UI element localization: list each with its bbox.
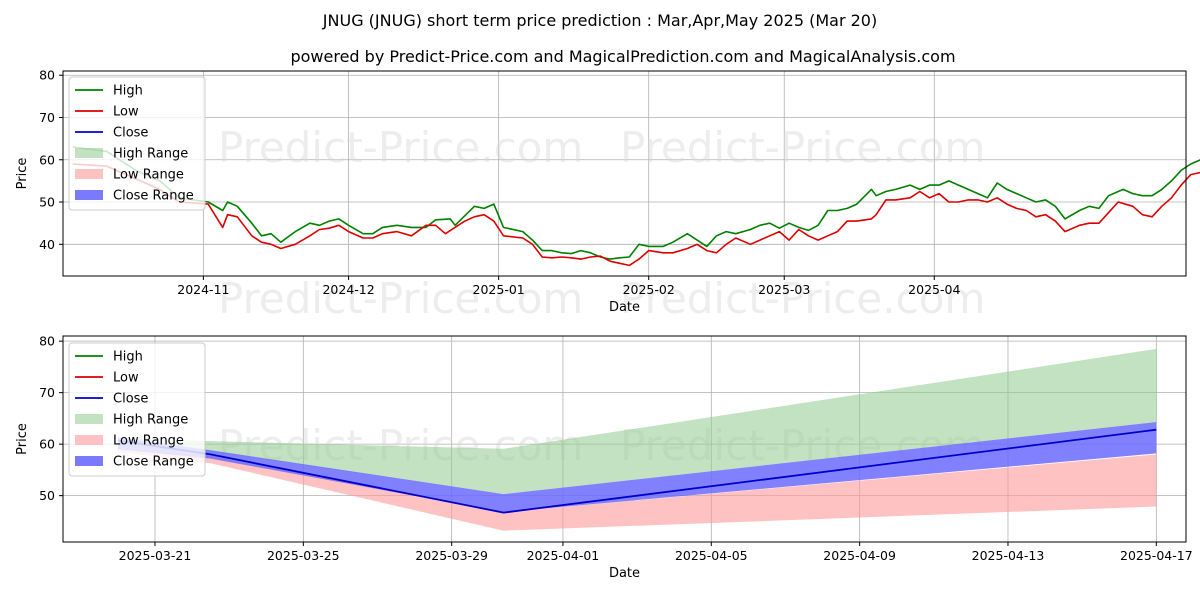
legend-item-close-range-label: Close Range xyxy=(113,189,194,204)
legend-item-low-label: Low xyxy=(113,105,139,120)
y-tick-label: 50 xyxy=(39,488,55,503)
prediction-panel: Predict-Price.comPredict-Price.com2025-0… xyxy=(15,334,1193,581)
x-tick-label: 2025-01 xyxy=(473,282,525,297)
x-tick-label: 2025-03-29 xyxy=(415,548,488,563)
legend-item-high-range-label: High Range xyxy=(113,413,188,428)
x-tick-label: 2025-03 xyxy=(758,282,810,297)
legend-item-low-range-label: Low Range xyxy=(113,168,184,183)
x-tick-label: 2025-04 xyxy=(908,282,960,297)
legend-item-close-label: Close xyxy=(113,126,148,141)
legend-item-close-range-swatch xyxy=(75,456,103,466)
y-axis-label: Price xyxy=(15,423,30,455)
legend-item-low-range-label: Low Range xyxy=(113,434,184,449)
watermark-text: Predict-Price.com xyxy=(620,274,985,323)
close-range-band xyxy=(117,422,1157,513)
plot-frame xyxy=(62,335,1187,543)
low-range-band xyxy=(117,446,1157,531)
y-tick-label: 60 xyxy=(39,152,55,167)
x-tick-label: 2025-04-09 xyxy=(823,548,896,563)
high-series-line xyxy=(72,146,1200,260)
watermark-text: Predict-Price.com xyxy=(620,123,985,172)
legend-item-high-range-swatch xyxy=(75,414,103,424)
history-panel: Predict-Price.com Predict-Price.com Predic… xyxy=(15,68,1200,323)
y-tick-label: 70 xyxy=(39,385,55,400)
x-axis-label: Date xyxy=(609,566,640,581)
chart-subtitle: powered by Predict-Price.com and Magical… xyxy=(290,47,955,66)
plot-frame xyxy=(62,70,1187,277)
chart-title: JNUG (JNUG) short term price prediction … xyxy=(322,11,877,30)
legend-item-close-label: Close xyxy=(113,392,148,407)
watermark-text: Predict-Price.com xyxy=(218,123,583,172)
x-tick-label: 2025-03-21 xyxy=(119,548,192,563)
x-axis-label: Date xyxy=(609,300,640,315)
x-tick-label: 2025-04-13 xyxy=(972,548,1045,563)
y-tick-label: 80 xyxy=(39,334,55,349)
legend-item-low-label: Low xyxy=(113,371,139,386)
x-tick-label: 2025-04-01 xyxy=(527,548,600,563)
legend-item-high-range-swatch xyxy=(75,148,103,158)
legend-item-low-range-swatch xyxy=(75,435,103,445)
x-tick-label: 2025-03-25 xyxy=(267,548,340,563)
y-tick-label: 50 xyxy=(39,195,55,210)
y-tick-label: 40 xyxy=(39,237,55,252)
legend: High Low Close High Range Low Range Close Ran… xyxy=(68,342,206,477)
x-tick-label: 2024-11 xyxy=(177,282,229,297)
x-tick-label: 2025-02 xyxy=(623,282,675,297)
legend-item-close-range-label: Close Range xyxy=(113,455,194,470)
x-tick-label: 2025-04-17 xyxy=(1120,548,1193,563)
legend-item-high-range-label: High Range xyxy=(113,147,188,162)
legend-item-high-label: High xyxy=(113,84,143,99)
legend-item-low-range-swatch xyxy=(75,169,103,179)
y-tick-label: 80 xyxy=(39,68,55,83)
y-tick-label: 70 xyxy=(39,110,55,125)
low-series-line xyxy=(72,163,1200,267)
x-tick-label: 2025-04-05 xyxy=(675,548,748,563)
y-axis-label: Price xyxy=(15,158,30,190)
legend-item-close-range-swatch xyxy=(75,190,103,200)
watermark-text: Predict-Price.com xyxy=(218,274,583,323)
x-tick-label: 2024-12 xyxy=(322,282,374,297)
high-range-band xyxy=(117,348,1157,495)
y-tick-label: 60 xyxy=(39,437,55,452)
legend-item-high-label: High xyxy=(113,350,143,365)
legend: High Low Close High Range Low Range Close Ran… xyxy=(68,76,206,211)
